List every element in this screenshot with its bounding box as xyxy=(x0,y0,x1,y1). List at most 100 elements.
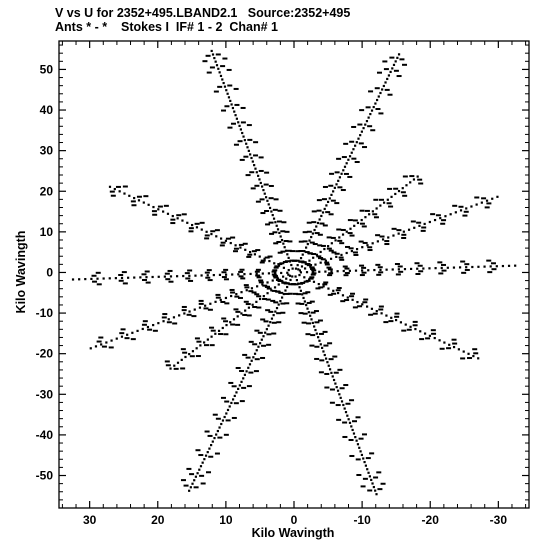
uv-point xyxy=(350,249,353,253)
uv-point xyxy=(221,326,224,330)
uv-point xyxy=(255,171,258,174)
uv-point xyxy=(399,58,405,61)
uv-point xyxy=(308,277,314,280)
uv-point xyxy=(238,270,244,273)
uv-point xyxy=(180,479,186,482)
uv-point xyxy=(234,114,237,117)
uv-point xyxy=(275,306,279,310)
uv-point xyxy=(313,310,319,313)
uv-point xyxy=(354,161,360,164)
uv-point xyxy=(276,312,282,315)
uv-point xyxy=(322,350,325,353)
uv-point xyxy=(378,112,384,115)
uv-point xyxy=(204,271,210,274)
uv-point xyxy=(242,353,248,356)
uv-point xyxy=(378,305,384,308)
uv-point xyxy=(165,364,171,367)
uv-point xyxy=(227,126,233,129)
uv-point xyxy=(225,323,228,327)
uv-point xyxy=(380,482,386,485)
uv-point xyxy=(301,253,304,256)
uv-point xyxy=(225,237,231,240)
uv-point xyxy=(332,355,338,358)
uv-point xyxy=(279,299,282,303)
uv-point xyxy=(295,250,301,253)
y-tick-label: -20 xyxy=(36,347,54,361)
uv-point xyxy=(243,139,246,142)
uv-point xyxy=(318,371,324,374)
uv-point xyxy=(339,242,345,245)
uv-point xyxy=(377,488,383,491)
uv-point xyxy=(356,473,362,476)
uv-point xyxy=(362,127,365,130)
uv-point xyxy=(259,181,262,185)
uv-point xyxy=(194,475,198,478)
uv-point xyxy=(306,301,312,304)
uv-point xyxy=(213,90,219,93)
uv-point xyxy=(400,191,406,194)
uv-point xyxy=(487,271,493,274)
uv-point xyxy=(365,305,369,308)
uv-point xyxy=(465,207,468,210)
uv-point xyxy=(211,440,214,443)
uv-point xyxy=(218,71,221,74)
uv-point xyxy=(237,121,240,124)
uv-point xyxy=(219,298,222,301)
uv-point xyxy=(430,213,436,216)
uv-point xyxy=(204,454,208,457)
uv-point xyxy=(258,169,264,172)
uv-point xyxy=(273,242,279,245)
uv-point xyxy=(297,268,300,271)
uv-point xyxy=(323,353,326,357)
uv-point xyxy=(377,266,383,269)
uv-point xyxy=(230,291,236,294)
uv-point xyxy=(306,322,312,325)
uv-point xyxy=(441,219,447,222)
uv-point xyxy=(255,268,261,271)
uv-point xyxy=(437,261,443,264)
uv-point xyxy=(223,278,229,281)
uv-point xyxy=(389,56,395,59)
uv-point xyxy=(221,271,227,274)
uv-point xyxy=(196,340,202,343)
uv-point xyxy=(352,219,358,222)
uv-point xyxy=(242,242,248,245)
uv-point xyxy=(242,313,248,316)
uv-point xyxy=(354,436,357,439)
uv-point xyxy=(96,277,99,280)
uv-point xyxy=(105,341,108,344)
uv-point xyxy=(267,324,270,327)
uv-point xyxy=(263,257,266,260)
uv-point xyxy=(232,250,238,253)
uv-point xyxy=(260,318,266,321)
uv-point xyxy=(324,386,330,389)
uv-point xyxy=(340,400,344,403)
uv-point xyxy=(370,307,374,310)
uv-point xyxy=(458,266,462,269)
uv-point xyxy=(290,250,296,253)
uv-point xyxy=(311,253,317,256)
uv-point xyxy=(351,157,357,160)
uv-point xyxy=(71,278,75,281)
uv-point xyxy=(246,146,249,149)
uv-point xyxy=(328,197,331,200)
uv-point xyxy=(360,485,366,488)
uv-point xyxy=(209,66,215,69)
uv-point xyxy=(298,240,304,243)
uv-point xyxy=(307,252,313,255)
uv-point xyxy=(460,357,466,360)
uv-point xyxy=(387,74,391,77)
uv-point xyxy=(231,398,235,401)
uv-point xyxy=(373,198,379,201)
uv-point xyxy=(433,218,437,222)
uv-point xyxy=(165,278,171,281)
uv-point xyxy=(475,203,478,206)
plot-frame xyxy=(58,40,530,509)
uv-point xyxy=(237,140,243,143)
uv-point xyxy=(243,273,246,276)
uv-point xyxy=(223,320,229,323)
uv-point xyxy=(209,302,212,305)
uv-point xyxy=(222,57,228,60)
uv-point xyxy=(233,402,239,405)
uv-point xyxy=(299,257,303,260)
